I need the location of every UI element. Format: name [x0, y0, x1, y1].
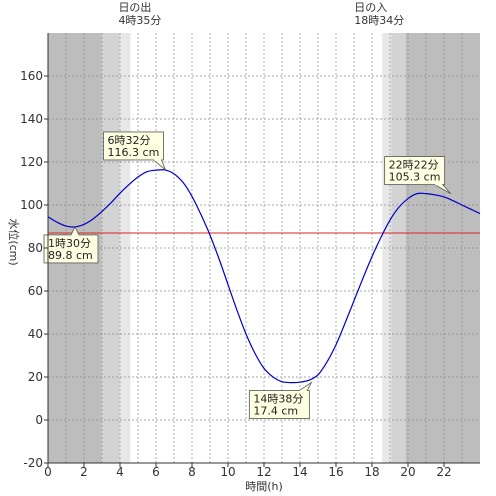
- callout-box: [43, 234, 99, 264]
- twilight-shade-evening-2: [391, 33, 406, 463]
- callout-time: 22時22分: [389, 159, 439, 172]
- callout-time: 6時32分: [108, 134, 151, 147]
- callout-box: [384, 156, 446, 186]
- tide-series-line: [47, 169, 481, 384]
- x-tick-label: 18: [364, 465, 379, 479]
- y-tick-label: 160: [20, 69, 43, 83]
- callout-box: [103, 131, 164, 161]
- x-tick-label: 16: [328, 465, 343, 479]
- callout-box: [248, 390, 310, 419]
- x-tick-label: 14: [292, 465, 307, 479]
- sunset-label: 日の入: [354, 1, 387, 14]
- callout-time: 1時30分: [48, 237, 91, 250]
- x-tick-label: 10: [220, 465, 235, 479]
- callout-value: 116.3 cm: [108, 146, 160, 159]
- x-tick-label: 4: [116, 465, 124, 479]
- y-tick-label: 40: [28, 327, 43, 341]
- sunrise-time: 4時35分: [118, 14, 161, 27]
- x-tick-label: 12: [256, 465, 271, 479]
- callout-time: 14時38分: [253, 393, 303, 406]
- y-axis-label: 水位(cm): [7, 218, 21, 265]
- y-tick-label: 120: [20, 155, 43, 169]
- callout-value: 105.3 cm: [389, 171, 441, 184]
- x-tick-label: 22: [436, 465, 451, 479]
- y-tick-label: 20: [28, 370, 43, 384]
- y-tick-label: 80: [28, 241, 43, 255]
- y-tick-label: 0: [35, 413, 43, 427]
- sunrise-label: 日の出: [118, 0, 151, 14]
- twilight-shade-evening-1: [382, 33, 392, 463]
- x-tick-label: 8: [188, 465, 196, 479]
- y-tick-label: -20: [23, 456, 43, 470]
- x-tick-label: 20: [400, 465, 415, 479]
- x-tick-label: 2: [80, 465, 88, 479]
- callout-value: 17.4 cm: [253, 405, 298, 418]
- callout-value: 89.8 cm: [48, 249, 93, 262]
- sunset-time: 18時34分: [354, 14, 404, 27]
- tick-labels: 0 2 4 6 8 10 12 14 16 18 20 22-20020406080100120140…: [20, 69, 452, 479]
- grid-lines: [48, 33, 480, 463]
- x-axis-label: 時間(h): [245, 480, 283, 493]
- night-shade-evening: [405, 33, 480, 463]
- x-tick-label: 0: [44, 465, 52, 479]
- y-tick-label: 100: [20, 198, 43, 212]
- y-tick-label: 140: [20, 112, 43, 126]
- x-tick-label: 6: [152, 465, 160, 479]
- y-tick-label: 60: [28, 284, 43, 298]
